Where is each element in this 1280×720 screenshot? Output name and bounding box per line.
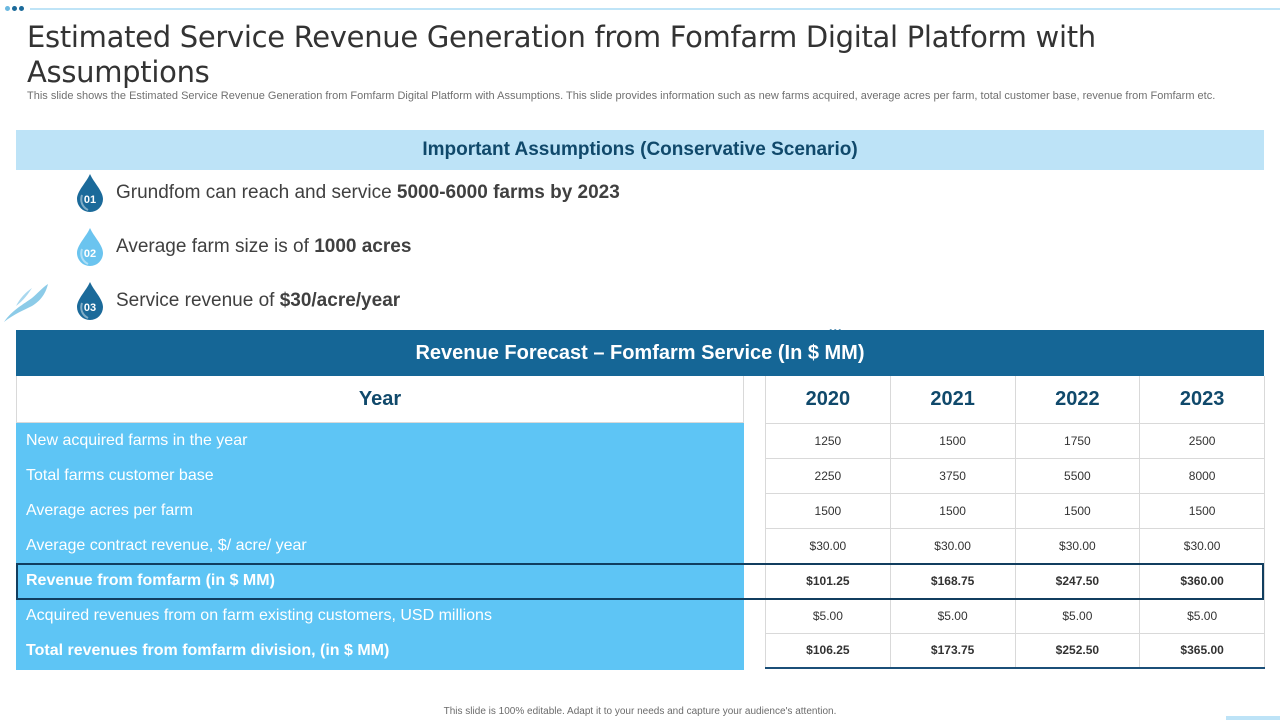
table-cell: 1500 — [1014, 492, 1141, 529]
table-cell: $30.00 — [765, 527, 891, 564]
table-cell: $5.00 — [1139, 597, 1265, 634]
row-label: Total farms customer base — [26, 466, 214, 484]
assumption-text: Service revenue of $30/acre/year — [116, 290, 401, 311]
table-row: $5.00 $5.00 $5.00 $5.00 — [765, 597, 1265, 634]
assumptions-header: Important Assumptions (Conservative Scen… — [16, 130, 1264, 170]
table-row: 2250 3750 5500 8000 — [765, 457, 1265, 494]
table-cell: 2250 — [765, 457, 891, 494]
table-row: $101.25 $168.75 $247.50 $360.00 — [765, 562, 1265, 599]
year-header: 2023 — [1139, 376, 1265, 424]
table-cell: $5.00 — [889, 597, 1016, 634]
table-cell: $252.50 — [1014, 632, 1141, 669]
table-cell: 8000 — [1139, 457, 1265, 494]
revenue-table-title: Revenue Forecast – Fomfarm Service (In $… — [16, 330, 1264, 376]
corner-dots-decoration — [5, 6, 24, 11]
row-label: Average contract revenue, $/ acre/ year — [26, 536, 307, 554]
table-cell: 1500 — [765, 492, 891, 529]
year-header-cell: Year — [16, 376, 744, 423]
assumption-item: 03 Service revenue of $30/acre/year — [76, 281, 400, 321]
corner-bar-decoration — [1226, 716, 1280, 720]
year-header: 2022 — [1014, 376, 1141, 424]
row-label: New acquired farms in the year — [26, 431, 248, 449]
table-cell: 1500 — [889, 492, 1016, 529]
table-cell: 1250 — [765, 422, 891, 459]
table-cell: $30.00 — [1014, 527, 1141, 564]
assumption-text: Grundfom can reach and service 5000-6000… — [116, 182, 620, 203]
table-row: 1500 1500 1500 1500 — [765, 492, 1265, 529]
table-cell: $101.25 — [765, 562, 891, 599]
table-cell: $5.00 — [765, 597, 891, 634]
slide-title: Estimated Service Revenue Generation fro… — [27, 20, 1096, 89]
year-header: 2021 — [889, 376, 1016, 424]
year-header-row: 2020 2021 2022 2023 — [765, 376, 1265, 424]
table-cell: 1500 — [889, 422, 1016, 459]
table-cell: $168.75 — [889, 562, 1016, 599]
row-label: Average acres per farm — [26, 501, 193, 519]
year-header: 2020 — [765, 376, 891, 424]
top-rule — [30, 8, 1280, 10]
assumption-number: 02 — [84, 248, 96, 260]
table-cell: $360.00 — [1139, 562, 1265, 599]
table-cell: $30.00 — [1139, 527, 1265, 564]
table-row: $106.25 $173.75 $252.50 $365.00 — [765, 632, 1265, 669]
row-label: Revenue from fomfarm (in $ MM) — [26, 571, 275, 589]
assumption-number: 03 — [84, 302, 96, 314]
water-drop-icon: 02 — [77, 228, 103, 266]
assumption-item: 01 Grundfom can reach and service 5000-60… — [76, 173, 620, 213]
table-cell: $365.00 — [1139, 632, 1265, 669]
row-label: Total revenues from fomfarm division, (i… — [26, 641, 390, 659]
water-drop-icon: 03 — [77, 282, 103, 320]
assumption-item: 02 Average farm size is of 1000 acres — [76, 227, 411, 267]
table-cell: 1500 — [1139, 492, 1265, 529]
table-cell: $173.75 — [889, 632, 1016, 669]
slide-subtitle: This slide shows the Estimated Service R… — [27, 90, 1216, 102]
table-row: $30.00 $30.00 $30.00 $30.00 — [765, 527, 1265, 564]
table-cell: 5500 — [1014, 457, 1141, 494]
table-cell: $30.00 — [889, 527, 1016, 564]
table-cell: $247.50 — [1014, 562, 1141, 599]
table-cell: 2500 — [1139, 422, 1265, 459]
table-cell: $106.25 — [765, 632, 891, 669]
table-row: 1250 1500 1750 2500 — [765, 422, 1265, 459]
water-splash-icon — [4, 284, 48, 322]
assumption-number: 01 — [84, 194, 96, 206]
row-labels-background — [16, 423, 744, 670]
table-cell: $5.00 — [1014, 597, 1141, 634]
footer-note: This slide is 100% editable. Adapt it to… — [443, 706, 837, 717]
table-cell: 3750 — [889, 457, 1016, 494]
assumption-text: Average farm size is of 1000 acres — [116, 236, 412, 257]
table-cell: 1750 — [1014, 422, 1141, 459]
revenue-value-grid: 2020 2021 2022 2023 1250 1500 1750 2500 2250 3750… — [765, 376, 1265, 669]
water-drop-icon: 01 — [77, 174, 103, 212]
row-label: Acquired revenues from on farm existing … — [26, 606, 492, 624]
